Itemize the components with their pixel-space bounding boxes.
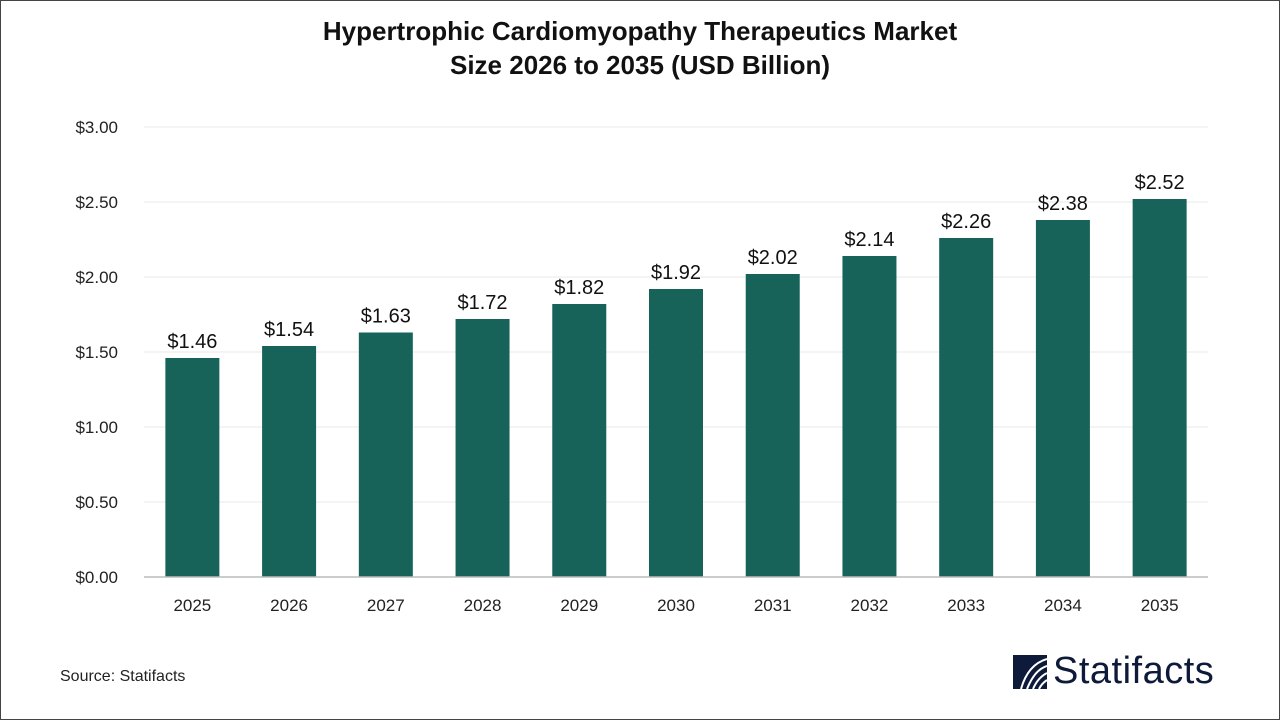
data-label: $1.82	[554, 277, 604, 299]
bar	[552, 304, 607, 577]
x-tick-label: 2031	[754, 596, 792, 615]
bar	[842, 256, 897, 577]
y-tick-label: $0.00	[75, 568, 118, 587]
bar	[649, 289, 703, 577]
statifacts-logo: Statifacts	[1013, 650, 1214, 693]
data-label: $2.14	[844, 229, 894, 251]
data-label: $2.38	[1038, 193, 1088, 215]
bar	[745, 274, 800, 577]
chart-title: Hypertrophic Cardiomyopathy Therapeutics…	[0, 14, 1280, 82]
data-label: $1.72	[458, 292, 508, 314]
x-tick-label: 2029	[560, 596, 598, 615]
x-tick-label: 2033	[947, 596, 985, 615]
source-note: Source: Statifacts	[60, 668, 186, 685]
x-tick-label: 2026	[270, 596, 308, 615]
x-tick-label: 2035	[1141, 596, 1179, 615]
data-label: $2.26	[941, 211, 991, 233]
data-label: $1.54	[264, 319, 314, 341]
y-tick-label: $0.50	[75, 493, 118, 512]
x-tick-label: 2027	[367, 596, 405, 615]
bar	[165, 358, 220, 577]
x-tick-label: 2025	[173, 596, 211, 615]
bar	[1035, 220, 1090, 577]
y-tick-label: $3.00	[75, 118, 118, 137]
bar	[1132, 199, 1187, 577]
x-tick-label: 2034	[1044, 596, 1082, 615]
bar	[939, 238, 994, 577]
y-tick-label: $2.50	[75, 193, 118, 212]
x-tick-label: 2032	[851, 596, 889, 615]
bar	[358, 332, 413, 577]
y-tick-label: $2.00	[75, 268, 118, 287]
bar	[455, 319, 510, 577]
logo-mark-icon	[1013, 654, 1047, 689]
data-label: $2.02	[748, 247, 798, 269]
title-line-2: Size 2026 to 2035 (USD Billion)	[449, 50, 830, 80]
y-tick-label: $1.50	[75, 343, 118, 362]
data-label: $2.52	[1135, 172, 1185, 194]
logo-text: Statifacts	[1053, 650, 1215, 692]
bar	[262, 346, 317, 577]
y-tick-label: $1.00	[75, 418, 118, 437]
data-label: $1.63	[361, 306, 411, 328]
title-line-1: Hypertrophic Cardiomyopathy Therapeutics…	[322, 16, 958, 46]
x-tick-label: 2028	[464, 596, 502, 615]
data-label: $1.92	[651, 262, 701, 284]
x-tick-label: 2030	[657, 596, 695, 615]
data-label: $1.46	[167, 331, 217, 353]
